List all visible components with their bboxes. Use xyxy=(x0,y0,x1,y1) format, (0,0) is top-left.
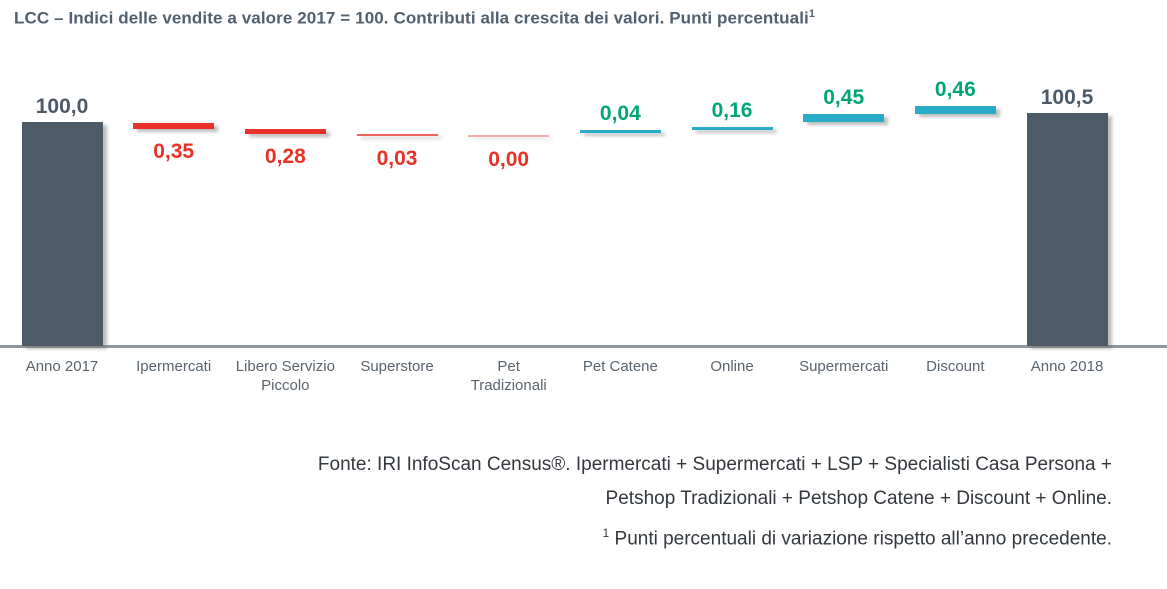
chart-title-text: LCC – Indici delle vendite a valore 2017… xyxy=(14,8,809,28)
value-label-libero-servizio-piccolo: 0,28 xyxy=(264,145,306,169)
bar-supermercati xyxy=(803,114,885,123)
category-label-anno-2017: Anno 2017 xyxy=(25,358,99,375)
source-line-1: Fonte: IRI InfoScan Census®. Ipermercati… xyxy=(317,454,1112,475)
category-label-superstore: Superstore xyxy=(360,358,434,375)
chart-title: LCC – Indici delle vendite a valore 2017… xyxy=(14,8,815,29)
bar-discount xyxy=(914,105,996,114)
value-label-anno-2018: 100,5 xyxy=(1040,86,1094,109)
category-label-libero-servizio-piccolo: Libero Servizio Piccolo xyxy=(235,358,335,394)
value-label-superstore: 0,03 xyxy=(376,147,418,171)
value-label-anno-2017: 100,0 xyxy=(35,95,89,118)
value-label-pet-catene: 0,04 xyxy=(599,102,641,126)
bar-superstore xyxy=(356,134,438,137)
footnote-mark: 1 xyxy=(602,526,610,540)
waterfall-chart: 100,0 Anno 2017 0,35 Ipermercati 0,28 Libero … xyxy=(0,77,1167,394)
bar-anno-2017 xyxy=(21,122,103,346)
bar-pet-catene xyxy=(579,130,661,134)
value-label-online: 0,16 xyxy=(711,99,753,123)
category-label-online: Online xyxy=(710,358,754,375)
title-footnote-mark: 1 xyxy=(808,8,816,20)
bar-libero-servizio-piccolo xyxy=(244,129,326,135)
category-label-anno-2018: Anno 2018 xyxy=(1030,358,1104,375)
footnote-text: Punti percentuali di variazione rispetto… xyxy=(614,528,1112,550)
bar-pet-tradizionali xyxy=(468,134,550,137)
value-label-ipermercati: 0,35 xyxy=(153,140,195,164)
bar-anno-2018 xyxy=(1026,113,1108,346)
value-label-pet-tradizionali: 0,00 xyxy=(488,147,530,171)
source-note: Fonte: IRI InfoScan Census®. Ipermercati… xyxy=(192,448,1112,556)
value-label-supermercati: 0,45 xyxy=(823,86,865,110)
category-label-pet-catene: Pet Catene xyxy=(582,358,658,375)
bar-ipermercati xyxy=(133,123,215,130)
x-axis-line xyxy=(0,345,1167,348)
source-line-2: Petshop Tradizionali + Petshop Catene + … xyxy=(605,488,1112,509)
footnote-line: 1 Punti percentuali di variazione rispet… xyxy=(192,516,1112,556)
category-label-discount: Discount xyxy=(926,358,985,375)
category-label-ipermercati: Ipermercati xyxy=(136,358,212,375)
value-label-discount: 0,46 xyxy=(934,77,976,101)
category-label-pet-tradizionali: Pet Tradizionali xyxy=(470,358,547,394)
category-label-supermercati: Supermercati xyxy=(799,358,889,375)
bar-online xyxy=(691,127,773,131)
